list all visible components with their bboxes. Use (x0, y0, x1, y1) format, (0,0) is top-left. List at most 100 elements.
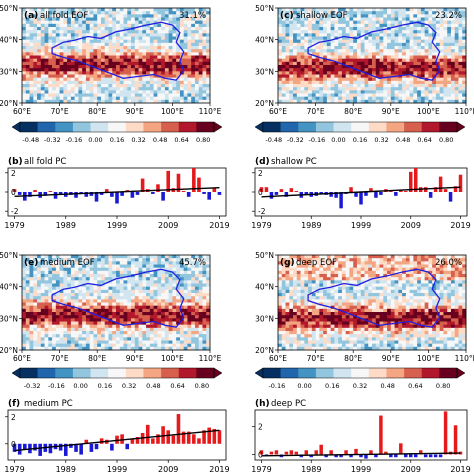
map-cell (394, 20, 399, 25)
map-cell (85, 299, 90, 303)
map-cell (319, 274, 324, 278)
map-cell (432, 264, 437, 268)
map-cell (390, 52, 395, 56)
map-cell (22, 286, 27, 291)
map-cell (315, 52, 320, 56)
map-cell (191, 274, 196, 278)
map-cell (153, 80, 158, 85)
map-cell (420, 264, 425, 268)
map-cell (187, 17, 192, 21)
map-cell (338, 11, 343, 15)
map-cell (198, 36, 203, 40)
map-cell (405, 68, 410, 72)
map-cell (285, 270, 290, 275)
map-cell (52, 20, 57, 25)
map-cell (179, 321, 184, 325)
map-cell (179, 286, 184, 291)
map-cell (289, 90, 294, 94)
map-cell (202, 318, 207, 322)
map-cell (127, 280, 132, 284)
map-cell (356, 261, 362, 265)
map-cell (134, 42, 139, 47)
map-cell (405, 11, 410, 15)
map-cell (89, 299, 94, 303)
map-cell (372, 261, 377, 265)
map-cell (198, 312, 203, 316)
map-cell (311, 270, 316, 275)
map-cell (198, 258, 203, 262)
map-cell (37, 277, 42, 281)
map-cell (334, 61, 339, 66)
map-cell (443, 14, 448, 18)
map-cell (48, 27, 53, 31)
map-cell (104, 308, 109, 313)
map-cell (450, 90, 456, 94)
map-cell (285, 96, 290, 101)
map-cell (454, 55, 459, 59)
map-cell (202, 255, 207, 259)
map-cell (341, 27, 346, 31)
map-cell (29, 61, 34, 66)
map-cell (293, 46, 298, 50)
map-cell (89, 36, 94, 40)
map-cell (67, 337, 72, 341)
map-cell (104, 302, 109, 306)
map-cell (89, 46, 94, 50)
map-cell (164, 77, 169, 82)
map-cell (29, 286, 34, 291)
map-cell (296, 274, 301, 278)
map-cell (146, 261, 151, 265)
map-cell (55, 36, 60, 40)
map-cell (59, 39, 64, 44)
map-cell (63, 312, 68, 316)
map-cell (168, 52, 173, 56)
map-cell (112, 255, 117, 259)
map-cell (191, 267, 196, 272)
map-cell (278, 96, 283, 101)
map-cell (206, 74, 211, 78)
map-cell (387, 11, 392, 15)
map-cell (142, 68, 147, 72)
map-cell (149, 27, 154, 31)
map-cell (387, 270, 392, 275)
map-cell (116, 39, 121, 44)
map-cell (176, 308, 181, 313)
map-cell (104, 11, 109, 15)
map-cell (116, 318, 121, 322)
map-cell (119, 308, 124, 313)
map-cell (149, 296, 154, 300)
map-cell (89, 289, 94, 294)
map-cell (29, 337, 34, 341)
map-cell (319, 261, 324, 265)
map-cell (176, 90, 181, 94)
map-cell (123, 49, 128, 53)
map-cell (409, 71, 414, 75)
map-cell (59, 14, 64, 18)
map-cell (454, 23, 459, 28)
map-cell (398, 87, 403, 91)
map-cell (82, 302, 87, 306)
map-cell (40, 33, 45, 37)
map-cell (206, 321, 211, 325)
map-cell (85, 58, 90, 63)
map-cell (360, 270, 365, 275)
map-cell (172, 331, 177, 335)
map-cell (146, 87, 151, 91)
map-cell (134, 258, 139, 262)
map-cell (164, 8, 169, 12)
map-cell (191, 293, 196, 297)
map-cell (311, 58, 316, 63)
map-cell (383, 84, 388, 88)
map-cell (424, 90, 429, 94)
map-cell (394, 8, 399, 12)
map-cell (74, 296, 79, 300)
map-cell (25, 346, 30, 351)
map-cell (37, 299, 42, 303)
map-cell (334, 270, 339, 275)
map-cell (149, 33, 154, 37)
map-cell (157, 36, 162, 40)
map-cell (85, 270, 90, 275)
map-cell (202, 270, 207, 275)
map-cell (450, 55, 456, 59)
map-cell (157, 80, 162, 85)
